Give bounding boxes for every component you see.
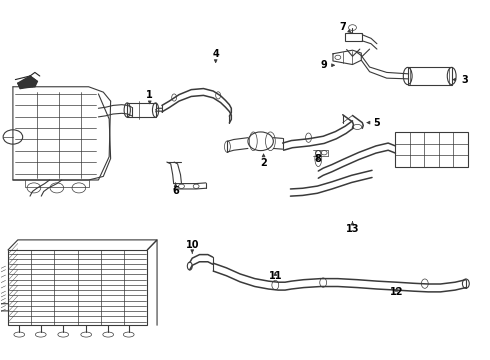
Text: 13: 13 xyxy=(346,222,359,234)
Text: 7: 7 xyxy=(340,22,351,33)
Text: 5: 5 xyxy=(367,118,380,128)
Text: 4: 4 xyxy=(212,49,219,63)
Bar xyxy=(345,33,362,41)
Bar xyxy=(408,67,452,85)
Text: 12: 12 xyxy=(390,287,403,297)
Text: 10: 10 xyxy=(186,240,199,253)
Text: 8: 8 xyxy=(314,154,321,164)
Bar xyxy=(8,250,147,325)
Text: 2: 2 xyxy=(260,154,267,168)
Text: 6: 6 xyxy=(172,183,179,196)
Text: 3: 3 xyxy=(453,75,468,85)
Bar xyxy=(395,132,468,167)
Text: 9: 9 xyxy=(321,60,335,70)
Text: 1: 1 xyxy=(147,90,153,104)
Text: 11: 11 xyxy=(269,271,282,281)
Polygon shape xyxy=(18,76,37,89)
Bar xyxy=(127,103,156,117)
